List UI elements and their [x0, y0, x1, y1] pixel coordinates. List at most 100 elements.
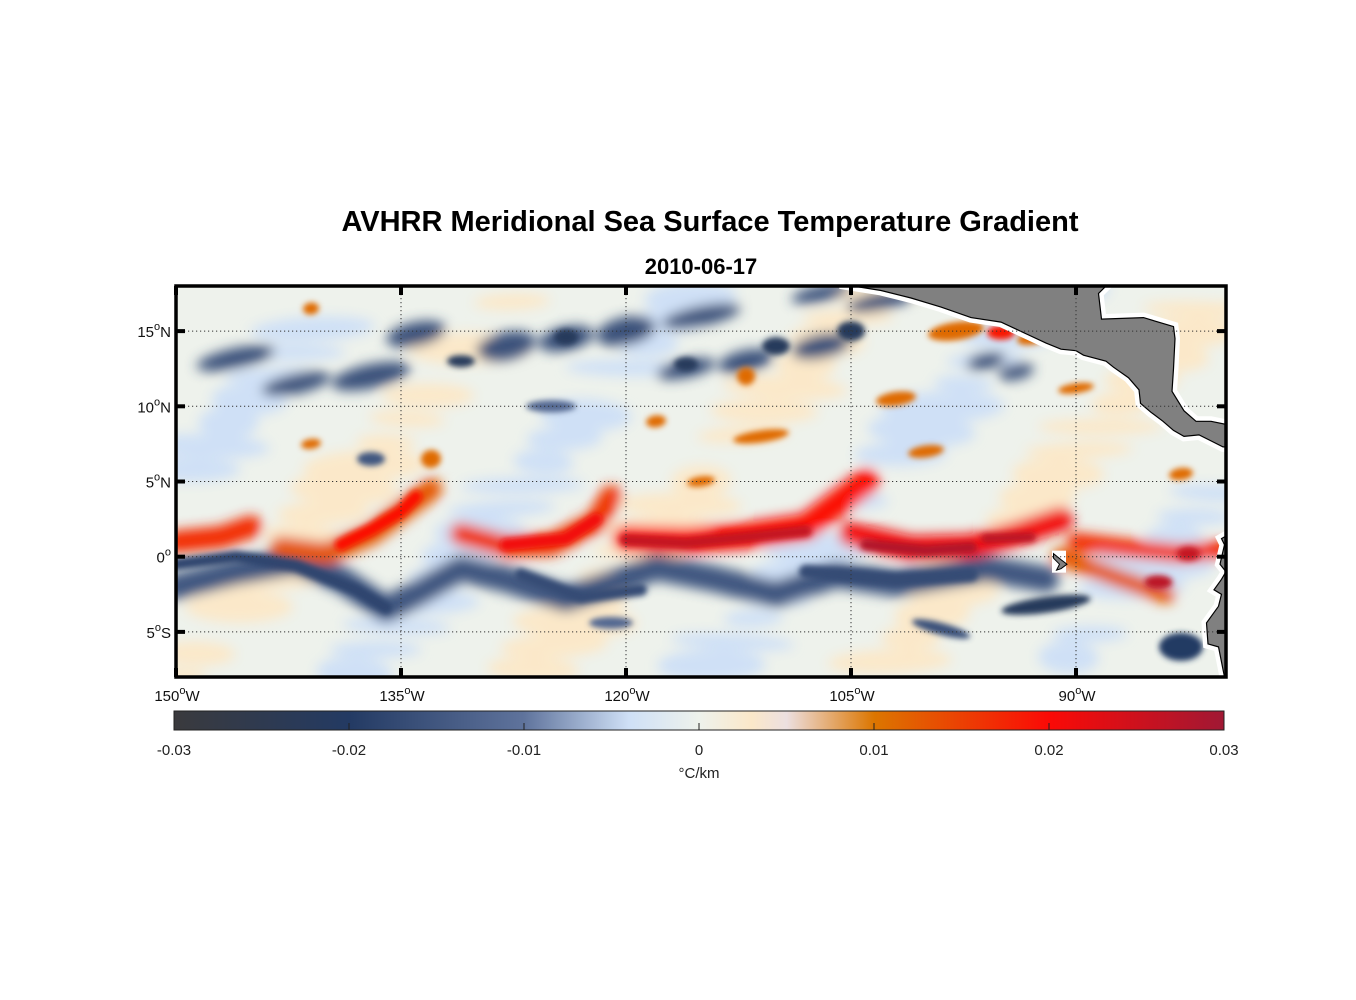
field-patch — [791, 332, 851, 360]
y-tick-mark — [176, 479, 185, 484]
south-cold-core — [515, 568, 647, 604]
field-patch — [733, 429, 789, 444]
field-patch — [589, 616, 633, 629]
field-patch — [474, 293, 550, 310]
x-tick-mark — [849, 286, 853, 295]
field-patch — [301, 438, 321, 450]
field-patch — [277, 500, 369, 525]
y-tick-mark — [176, 404, 185, 409]
field-patch — [386, 320, 446, 348]
y-tick-mark — [176, 554, 185, 559]
field-patch — [867, 414, 976, 447]
colorbar-tick-label: 0.02 — [1034, 742, 1063, 759]
chart-title: AVHRR Meridional Sea Surface Temperature… — [341, 206, 1079, 238]
field-patch — [357, 451, 385, 466]
field-patch — [933, 375, 994, 392]
field-patch — [661, 303, 741, 329]
field-patch — [876, 391, 916, 407]
x-tick-mark — [1074, 668, 1078, 677]
y-tick-label: 10oN — [137, 396, 171, 416]
field-patch — [718, 348, 774, 374]
field-patch — [1001, 594, 1091, 615]
y-tick-mark — [176, 629, 185, 634]
y-tick-mark — [1217, 404, 1226, 409]
colorbar-unit-label: °C/km — [679, 765, 720, 782]
field-core-layer — [176, 302, 1203, 661]
equatorial-warm-band — [1052, 547, 1175, 604]
field-patch — [908, 444, 944, 458]
field-patch — [526, 426, 603, 451]
field-patch — [487, 657, 579, 677]
field-patch — [1169, 467, 1193, 481]
colorbar-tick-label: -0.02 — [332, 742, 366, 759]
x-tick-mark — [624, 286, 628, 295]
field-patch — [670, 633, 795, 651]
field-patch — [554, 329, 578, 346]
field-patch — [723, 375, 847, 401]
x-tick-label: 135oW — [379, 685, 425, 705]
y-tick-label: 5oN — [146, 472, 171, 492]
field-patch — [250, 316, 375, 342]
y-tick-label: 15oN — [137, 321, 171, 341]
field-patch — [710, 399, 818, 424]
land-south-america — [1205, 535, 1226, 677]
field-patch — [802, 309, 894, 326]
colorbar-tick-label: 0.01 — [859, 742, 888, 759]
equatorial-warm-band — [176, 515, 262, 553]
field-patch — [998, 363, 1034, 381]
field-patch — [828, 649, 952, 674]
field-patch — [762, 337, 790, 356]
equatorial-warm-core — [500, 513, 602, 551]
field-patch — [723, 610, 784, 627]
field-patch — [513, 606, 637, 639]
y-tick-mark — [1217, 329, 1226, 334]
field-patch — [303, 302, 319, 315]
equatorial-warm-core — [860, 538, 977, 557]
field-patch — [198, 406, 259, 439]
field-patch — [342, 617, 451, 635]
field-patch — [618, 492, 742, 518]
field-patch — [316, 656, 393, 677]
field-patch — [476, 331, 536, 362]
field-patch — [1025, 442, 1133, 459]
field-patch — [261, 371, 331, 396]
field-patch — [176, 457, 241, 482]
x-tick-mark — [174, 668, 178, 677]
field-patch — [1144, 575, 1173, 590]
colorbar-tick-label: 0 — [695, 742, 703, 759]
field-patch — [1058, 382, 1094, 394]
chart-subtitle: 2010-06-17 — [644, 254, 758, 279]
field-patch — [369, 410, 445, 428]
equatorial-warm-core — [981, 532, 1036, 544]
x-tick-mark — [1074, 286, 1078, 295]
x-tick-mark — [174, 286, 178, 295]
field-patch — [911, 619, 971, 639]
field-patch — [646, 415, 666, 428]
field-patch — [999, 481, 1075, 514]
x-tick-label: 90oW — [1059, 685, 1097, 705]
field-patch — [500, 633, 608, 659]
field-patch — [1038, 418, 1162, 435]
south-cold-core — [176, 550, 392, 614]
field-patch — [329, 641, 422, 658]
field-patch — [791, 286, 851, 304]
field-patch — [176, 641, 235, 666]
field-patch — [176, 668, 206, 677]
equatorial-warm-core — [620, 525, 812, 550]
colorbar-tick-label: -0.01 — [507, 742, 541, 759]
colorbar-tick-label: -0.03 — [157, 742, 191, 759]
field-patch — [966, 352, 1006, 371]
y-tick-label: 0o — [157, 547, 171, 567]
field-patch — [1169, 484, 1226, 502]
south-cold-core — [799, 564, 978, 587]
field-patch — [447, 355, 475, 368]
y-tick-mark — [176, 329, 185, 334]
field-patch — [1038, 641, 1099, 674]
x-tick-label: 120oW — [604, 685, 650, 705]
field-patch — [460, 477, 585, 494]
x-tick-mark — [399, 286, 403, 295]
field-patch — [1143, 301, 1226, 318]
field-patch — [674, 357, 698, 372]
land-central-america — [849, 286, 1226, 448]
